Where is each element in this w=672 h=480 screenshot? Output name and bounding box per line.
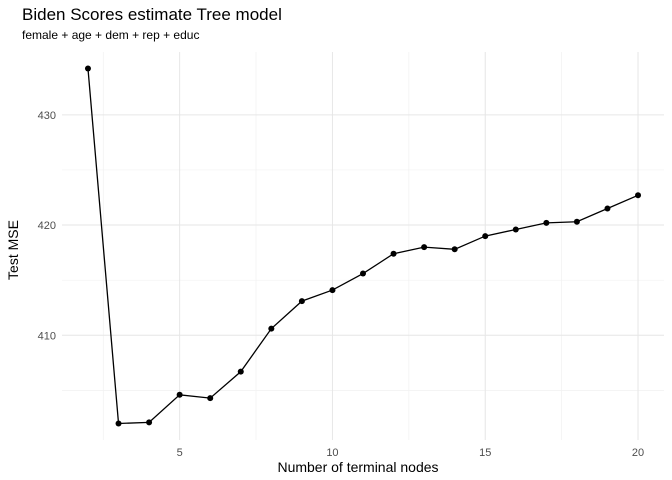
data-point: [237, 368, 244, 375]
data-point: [298, 298, 305, 305]
grid-lines: [62, 52, 664, 440]
data-point: [421, 244, 428, 251]
y-axis-title: Test MSE: [5, 220, 21, 280]
chart-subtitle: female + age + dem + rep + educ: [22, 28, 200, 42]
data-point: [635, 192, 642, 199]
data-point: [268, 325, 275, 332]
data-point: [573, 218, 580, 225]
data-point: [451, 246, 458, 253]
series-points: [84, 65, 642, 427]
data-point: [84, 65, 91, 72]
data-point: [360, 270, 366, 277]
data-point: [543, 219, 550, 226]
data-point: [329, 287, 336, 294]
data-point: [207, 395, 214, 402]
x-axis-title: Number of terminal nodes: [277, 459, 438, 475]
data-point: [176, 391, 183, 398]
data-point: [512, 226, 519, 233]
series-line: [87, 68, 639, 425]
x-tick-label: 15: [479, 447, 491, 459]
x-tick-label: 20: [632, 447, 644, 459]
x-tick-label: 10: [326, 447, 338, 459]
y-axis-ticks: 410 420 430: [38, 110, 56, 342]
chart-title: Biden Scores estimate Tree model: [22, 5, 282, 24]
data-point: [146, 419, 153, 426]
x-tick-label: 5: [177, 447, 183, 459]
y-tick-label: 410: [38, 330, 56, 342]
data-point: [482, 233, 489, 240]
y-tick-label: 420: [38, 220, 56, 232]
data-point: [115, 420, 122, 427]
y-tick-label: 430: [38, 110, 56, 122]
x-axis-ticks: 5 10 15 20: [177, 447, 645, 459]
data-point: [390, 250, 397, 257]
data-point: [604, 205, 611, 212]
